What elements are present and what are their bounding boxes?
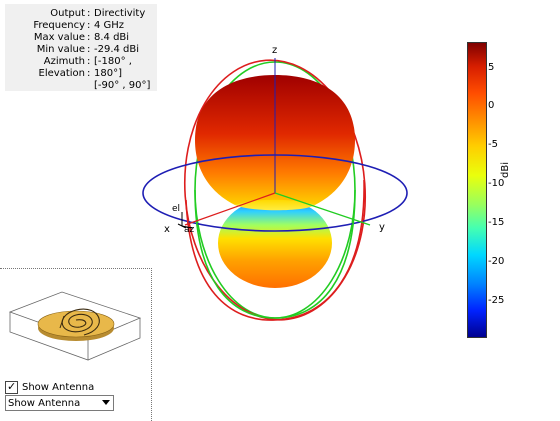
y-axis-line — [274, 192, 371, 226]
info-row-max-value: Max value : 8.4 dBi — [5, 32, 157, 44]
info-value: [-180° , — [94, 56, 132, 67]
info-key: Azimuth — [43, 56, 85, 67]
lower-lobe — [218, 198, 332, 288]
az-indicator-line-2 — [177, 223, 187, 229]
y-axis-label: y — [379, 222, 385, 233]
info-separator: : — [87, 20, 91, 31]
colorbar-tick-label: -25 — [488, 295, 505, 306]
colorbar-tick-label: -15 — [488, 217, 505, 228]
info-key: Elevation — [38, 68, 85, 79]
info-separator: : — [87, 56, 91, 67]
x-axis-line — [184, 192, 276, 226]
show-antenna-dropdown[interactable]: Show Antenna — [5, 395, 114, 411]
z-axis-label: z — [272, 45, 278, 56]
info-row-output: Output : Directivity — [5, 8, 157, 20]
antenna-spiral — [61, 308, 100, 336]
antenna-ground-edge-right — [87, 318, 141, 361]
chevron-down-icon — [102, 400, 110, 405]
elevation-circle-green-front — [194, 189, 276, 319]
info-value: 4 GHz — [94, 20, 125, 31]
elevation-circle-red-front-right — [274, 179, 365, 321]
antenna-preview-frame — [0, 268, 152, 421]
info-row-frequency: Frequency : 4 GHz — [5, 20, 157, 32]
show-antenna-checkbox-row[interactable]: ✓ Show Antenna — [5, 380, 94, 394]
colorbar-unit-label: dBi — [500, 162, 511, 178]
info-separator: : — [87, 68, 91, 79]
colorbar-tick-label: -20 — [488, 256, 505, 267]
info-separator: : — [87, 8, 91, 19]
info-row-elevation: Elevation : 180°] — [5, 68, 157, 80]
az-label: az — [184, 225, 195, 235]
info-key: Min value — [36, 44, 85, 55]
check-mark-icon: ✓ — [7, 379, 17, 393]
info-key: Max value — [33, 32, 85, 43]
info-separator: : — [87, 32, 91, 43]
colorbar-gradient — [468, 43, 486, 337]
colorbar-tick-label: -10 — [488, 178, 505, 189]
info-value: 8.4 dBi — [94, 32, 130, 43]
dropdown-selected-value: Show Antenna — [8, 397, 81, 409]
show-antenna-checkbox-label: Show Antenna — [22, 381, 95, 393]
lobe-waist — [235, 199, 315, 211]
info-row-azimuth: Azimuth : [-180° , — [5, 56, 157, 68]
colorbar — [467, 42, 487, 338]
info-key: Frequency — [33, 20, 85, 31]
info-row-min-value: Min value : -29.4 dBi — [5, 44, 157, 56]
info-value: Directivity — [94, 8, 146, 19]
info-value: 180°] — [94, 68, 122, 79]
info-extra-line: [-90° , 90°] — [94, 80, 151, 91]
info-panel: Output : Directivity Frequency : 4 GHz M… — [5, 4, 157, 91]
antenna-preview[interactable] — [8, 291, 142, 361]
antenna-ground-edge — [9, 312, 89, 361]
colorbar-tick-label: 5 — [488, 62, 495, 73]
colorbar-tick-label: -5 — [488, 139, 498, 150]
el-label: el — [172, 204, 181, 214]
colorbar-tick-label: 0 — [488, 100, 495, 111]
info-separator: : — [87, 44, 91, 55]
show-antenna-checkbox[interactable]: ✓ — [5, 379, 18, 394]
x-axis-label: x — [164, 224, 170, 235]
info-value: -29.4 dBi — [94, 44, 140, 55]
elevation-circle-red-front — [185, 199, 276, 321]
antenna-feed — [59, 315, 65, 329]
antenna-disc — [37, 310, 115, 338]
info-key: Output — [50, 8, 85, 19]
